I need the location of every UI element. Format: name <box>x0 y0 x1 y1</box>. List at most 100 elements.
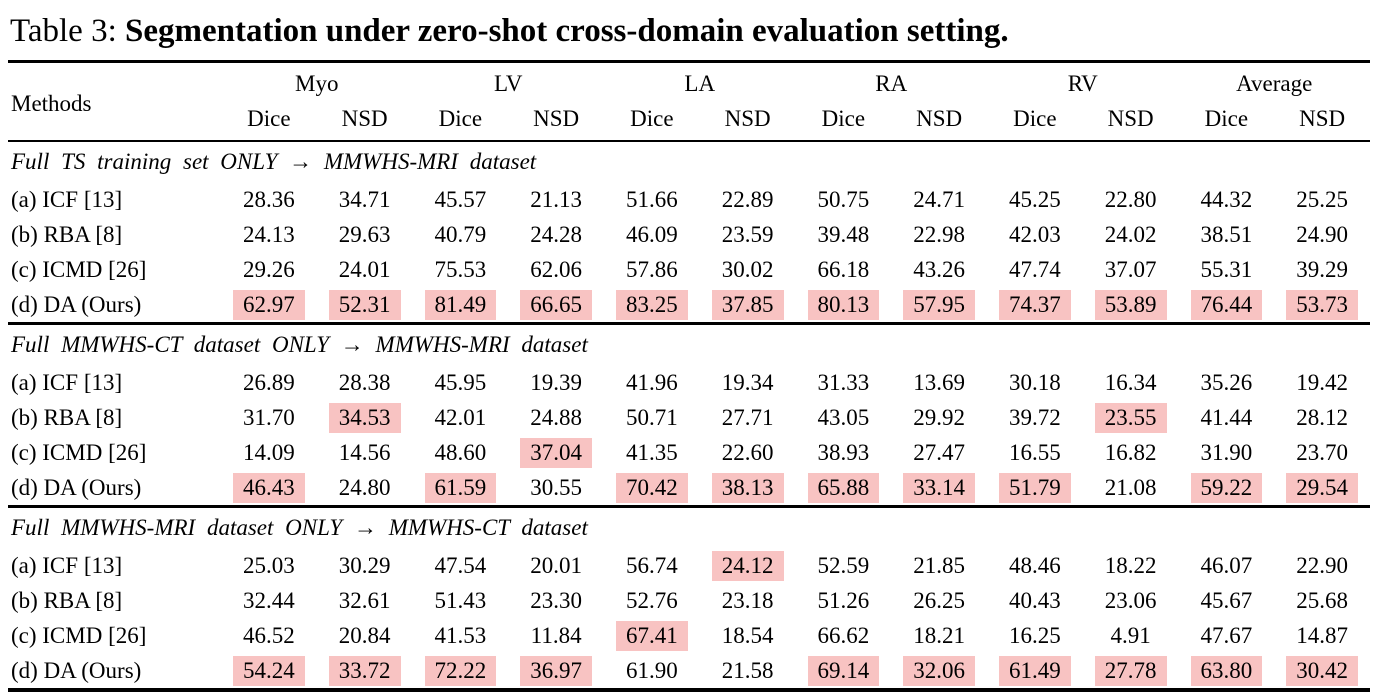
value: 48.46 <box>1009 552 1061 578</box>
highlighted-value: 66.65 <box>520 289 592 320</box>
group-header-average: Average <box>1236 71 1313 97</box>
value-cell: 20.84 <box>317 618 413 653</box>
value: 39.29 <box>1296 256 1348 282</box>
value-cell: 51.26 <box>796 583 892 618</box>
value: 23.30 <box>530 587 582 613</box>
highlighted-value: 37.85 <box>711 289 784 320</box>
group-header-lv: LV <box>493 71 523 97</box>
value-cell: 61.59 <box>413 470 509 507</box>
method-cell: (b) RBA [8] <box>11 404 123 430</box>
results-table: Methods Myo LV LA RA RV Average Dice NSD D… <box>8 60 1370 693</box>
value: 28.36 <box>243 186 295 212</box>
value: 21.85 <box>913 552 965 578</box>
value: 43.05 <box>817 404 870 430</box>
method-cell: (d) DA (Ours) <box>11 657 142 683</box>
value: 44.32 <box>1200 186 1253 212</box>
value-cell: 59.22 <box>1179 470 1275 507</box>
section-header-row: Full MMWHS-MRI dataset ONLY → MMWHS-CT d… <box>8 505 1370 549</box>
value: 26.25 <box>913 587 965 613</box>
value: 11.84 <box>530 622 582 648</box>
highlighted-value: 83.25 <box>616 289 688 320</box>
highlighted-value: 61.49 <box>999 655 1071 686</box>
value-cell: 46.52 <box>221 618 317 653</box>
value: 75.53 <box>434 256 487 282</box>
value: 22.98 <box>913 221 965 247</box>
value: 25.03 <box>243 552 295 578</box>
value: 46.07 <box>1200 552 1253 578</box>
value-cell: 36.97 <box>508 653 604 690</box>
highlighted-value: 33.72 <box>328 655 401 686</box>
highlighted-value: 29.54 <box>1286 472 1358 503</box>
value: 45.25 <box>1009 186 1061 212</box>
value-cell: 34.71 <box>317 182 413 217</box>
value: 24.02 <box>1104 221 1157 247</box>
value: 40.43 <box>1009 587 1061 613</box>
section-header: Full MMWHS-CT dataset ONLY → MMWHS-MRI d… <box>8 322 1370 366</box>
value-cell: 18.21 <box>891 618 987 653</box>
value-cell: 56.74 <box>604 548 700 583</box>
value-cell: 28.38 <box>317 365 413 400</box>
method-cell: (a) ICF [13] <box>11 186 123 212</box>
value-cell: 37.04 <box>508 435 604 470</box>
value-cell: 41.96 <box>604 365 700 400</box>
highlighted-value: 61.59 <box>424 472 497 503</box>
highlighted-value: 30.42 <box>1286 655 1358 686</box>
value: 23.18 <box>721 587 774 613</box>
value-cell: 28.12 <box>1274 400 1370 435</box>
value-cell: 42.03 <box>987 217 1083 252</box>
value-cell: 24.88 <box>508 400 604 435</box>
value-cell: 39.72 <box>987 400 1083 435</box>
value-cell: 26.89 <box>221 365 317 400</box>
value-cell: 27.47 <box>891 435 987 470</box>
value-cell: 83.25 <box>604 287 700 324</box>
value-cell: 27.78 <box>1083 653 1179 690</box>
value: 45.67 <box>1200 587 1253 613</box>
value-cell: 39.29 <box>1274 252 1370 287</box>
table-body: Full TS training set ONLY → MMWHS-MRI da… <box>8 141 1370 690</box>
value-cell: 43.26 <box>891 252 987 287</box>
section-header: Full TS training set ONLY → MMWHS-MRI da… <box>11 149 537 175</box>
value-cell: 21.13 <box>508 182 604 217</box>
table-row: (a) ICF [13] 26.89 28.38 45.95 19.39 41.96 19.… <box>8 365 1370 400</box>
value-cell: 66.62 <box>796 618 892 653</box>
value-cell: 62.97 <box>221 287 317 324</box>
highlighted-value: 80.13 <box>807 289 880 320</box>
value-cell: 62.06 <box>508 252 604 287</box>
value-cell: 29.54 <box>1274 470 1370 507</box>
value: 19.39 <box>530 369 582 395</box>
value-cell: 29.92 <box>891 400 987 435</box>
value-cell: 66.65 <box>508 287 604 324</box>
value-cell: 23.70 <box>1274 435 1370 470</box>
value: 16.55 <box>1009 439 1061 465</box>
table-row: (a) ICF [13] 25.03 30.29 47.54 20.01 56.74 24.… <box>8 548 1370 583</box>
value-cell: 11.84 <box>508 618 604 653</box>
value: 45.57 <box>434 186 487 212</box>
value-cell: 24.28 <box>508 217 604 252</box>
value: 18.21 <box>913 622 965 648</box>
value: 19.34 <box>721 369 774 395</box>
value: 47.74 <box>1009 256 1061 282</box>
table-row: (b) RBA [8] 31.70 34.53 42.01 24.88 50.71 27.7… <box>8 400 1370 435</box>
value: 29.92 <box>913 404 965 430</box>
value-cell: 30.29 <box>317 548 413 583</box>
highlighted-value: 23.55 <box>1094 402 1167 433</box>
value-cell: 38.51 <box>1179 217 1275 252</box>
value-cell: 67.41 <box>604 618 700 653</box>
value-cell: 57.95 <box>891 287 987 324</box>
value-cell: 46.07 <box>1179 548 1275 583</box>
highlighted-value: 76.44 <box>1190 289 1263 320</box>
value-cell: 51.43 <box>413 583 509 618</box>
value: 30.18 <box>1009 369 1061 395</box>
value-cell: 19.34 <box>700 365 796 400</box>
highlighted-value: 57.95 <box>903 289 975 320</box>
value: 13.69 <box>913 369 965 395</box>
subheader-myo-dice: Dice <box>221 101 317 143</box>
value: 24.90 <box>1296 221 1348 247</box>
value-cell: 52.59 <box>796 548 892 583</box>
value: 62.06 <box>530 256 582 282</box>
group-header-myo: Myo <box>295 71 339 97</box>
value-cell: 16.34 <box>1083 365 1179 400</box>
subheader-rv-nsd: NSD <box>1082 101 1179 143</box>
highlighted-value: 52.31 <box>328 289 401 320</box>
table-row: (c) ICMD [26] 29.26 24.01 75.53 62.06 57.86 30… <box>8 252 1370 287</box>
